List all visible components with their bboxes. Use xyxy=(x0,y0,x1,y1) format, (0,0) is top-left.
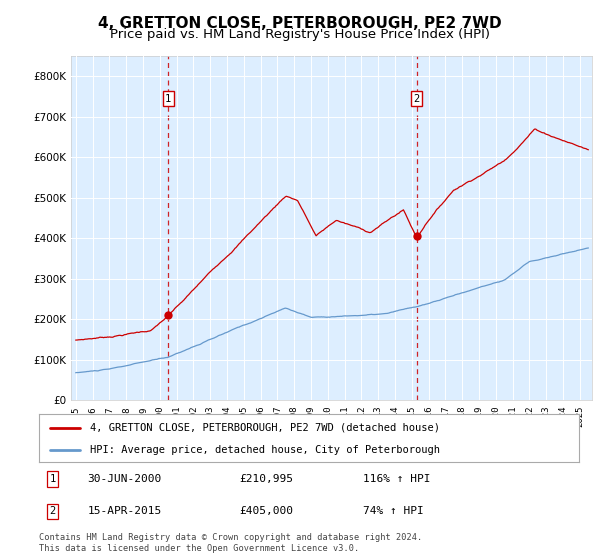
Text: HPI: Average price, detached house, City of Peterborough: HPI: Average price, detached house, City… xyxy=(90,445,440,455)
Text: 15-APR-2015: 15-APR-2015 xyxy=(88,506,162,516)
Text: 116% ↑ HPI: 116% ↑ HPI xyxy=(363,474,431,484)
Text: £405,000: £405,000 xyxy=(239,506,293,516)
Text: 30-JUN-2000: 30-JUN-2000 xyxy=(88,474,162,484)
Text: Price paid vs. HM Land Registry's House Price Index (HPI): Price paid vs. HM Land Registry's House … xyxy=(110,28,490,41)
Text: 1: 1 xyxy=(49,474,56,484)
Text: 74% ↑ HPI: 74% ↑ HPI xyxy=(363,506,424,516)
Text: £210,995: £210,995 xyxy=(239,474,293,484)
Text: 2: 2 xyxy=(49,506,56,516)
Text: 1: 1 xyxy=(165,94,172,104)
Text: 4, GRETTON CLOSE, PETERBOROUGH, PE2 7WD: 4, GRETTON CLOSE, PETERBOROUGH, PE2 7WD xyxy=(98,16,502,31)
Text: 2: 2 xyxy=(413,94,420,104)
Text: Contains HM Land Registry data © Crown copyright and database right 2024.
This d: Contains HM Land Registry data © Crown c… xyxy=(39,533,422,553)
Text: 4, GRETTON CLOSE, PETERBOROUGH, PE2 7WD (detached house): 4, GRETTON CLOSE, PETERBOROUGH, PE2 7WD … xyxy=(90,423,440,433)
